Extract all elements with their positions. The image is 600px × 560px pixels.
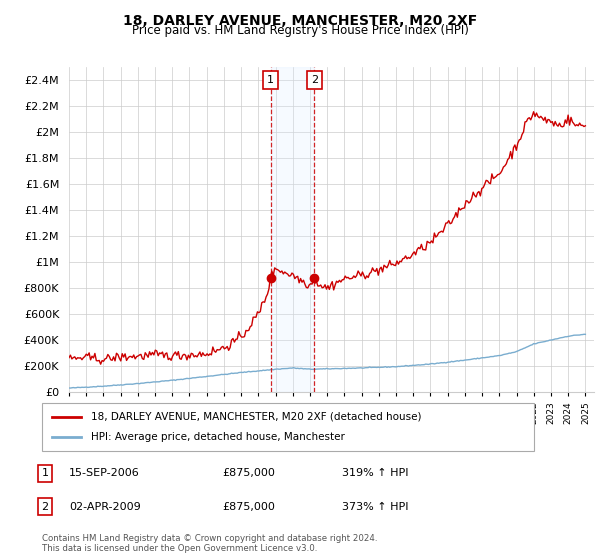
Text: 15-SEP-2006: 15-SEP-2006	[69, 468, 140, 478]
FancyBboxPatch shape	[42, 403, 534, 451]
Text: 2: 2	[311, 75, 318, 85]
Text: Price paid vs. HM Land Registry's House Price Index (HPI): Price paid vs. HM Land Registry's House …	[131, 24, 469, 37]
Text: 373% ↑ HPI: 373% ↑ HPI	[342, 502, 409, 512]
Bar	[271, 67, 314, 392]
Text: Contains HM Land Registry data © Crown copyright and database right 2024.
This d: Contains HM Land Registry data © Crown c…	[42, 534, 377, 553]
Text: HPI: Average price, detached house, Manchester: HPI: Average price, detached house, Manc…	[91, 432, 345, 442]
Text: 18, DARLEY AVENUE, MANCHESTER, M20 2XF: 18, DARLEY AVENUE, MANCHESTER, M20 2XF	[123, 14, 477, 28]
Text: £875,000: £875,000	[222, 502, 275, 512]
Text: 1: 1	[267, 75, 274, 85]
Text: 319% ↑ HPI: 319% ↑ HPI	[342, 468, 409, 478]
Text: £875,000: £875,000	[222, 468, 275, 478]
Text: 2: 2	[41, 502, 49, 512]
Text: 1: 1	[41, 468, 49, 478]
Text: 18, DARLEY AVENUE, MANCHESTER, M20 2XF (detached house): 18, DARLEY AVENUE, MANCHESTER, M20 2XF (…	[91, 412, 422, 422]
Text: 02-APR-2009: 02-APR-2009	[69, 502, 141, 512]
